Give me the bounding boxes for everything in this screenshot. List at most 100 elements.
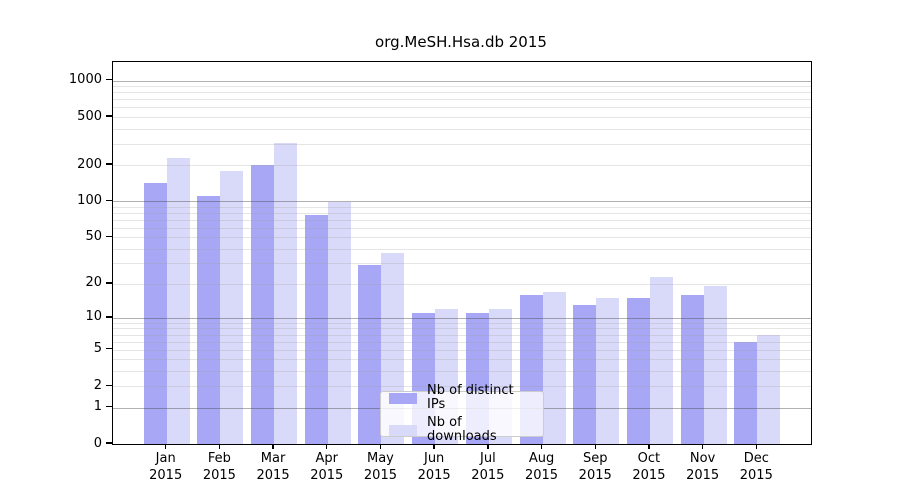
- major-gridline: [113, 201, 811, 203]
- minor-gridline: [113, 165, 811, 167]
- minor-gridline: [113, 328, 811, 330]
- x-tick-label-jul: Jul 2015: [471, 451, 505, 483]
- y-tick-mark: [106, 384, 112, 386]
- x-tick-label-aug: Aug 2015: [524, 451, 559, 483]
- legend-label-downloads: Nb of downloads: [427, 415, 497, 444]
- bar-distinct-ips-nov: [680, 295, 704, 444]
- bar-downloads-mar: [274, 143, 298, 444]
- bar-downloads-oct: [649, 276, 673, 444]
- bar-downloads-feb: [220, 171, 244, 444]
- x-tick-label-feb: Feb 2015: [202, 451, 236, 483]
- bar-distinct-ips-oct: [626, 298, 650, 444]
- x-tick-label-apr: Apr 2015: [310, 451, 344, 483]
- legend-entry-distinct-ips: Nb of distinct IPs: [389, 384, 535, 412]
- minor-gridline: [113, 219, 811, 221]
- x-tick-mark: [594, 444, 596, 449]
- x-tick-label-jun: Jun 2015: [417, 451, 451, 483]
- minor-gridline: [113, 334, 811, 336]
- minor-gridline: [113, 206, 811, 208]
- minor-gridline: [113, 386, 811, 388]
- y-tick-mark: [106, 348, 112, 350]
- minor-gridline: [113, 212, 811, 214]
- minor-gridline: [113, 227, 811, 229]
- bar-downloads-sep: [596, 298, 620, 444]
- minor-gridline: [113, 349, 811, 351]
- y-tick-label: 20: [85, 275, 102, 291]
- legend-entry-downloads: Nb of downloads: [389, 416, 535, 444]
- y-tick-label: 100: [77, 192, 102, 208]
- minor-gridline: [113, 248, 811, 250]
- y-tick-mark: [106, 442, 112, 444]
- x-tick-mark: [648, 444, 650, 449]
- x-tick-mark: [487, 444, 489, 449]
- y-tick-mark: [106, 235, 112, 237]
- minor-gridline: [113, 359, 811, 361]
- x-tick-label-may: May 2015: [363, 451, 397, 483]
- y-tick-label: 1000: [68, 72, 102, 88]
- minor-gridline: [113, 128, 811, 130]
- major-gridline: [113, 80, 811, 82]
- minor-gridline: [113, 237, 811, 239]
- bar-distinct-ips-sep: [573, 305, 597, 444]
- x-tick-mark: [540, 444, 543, 449]
- y-tick-label: 2: [93, 377, 102, 393]
- y-tick-mark: [106, 405, 112, 408]
- bar-distinct-ips-feb: [197, 196, 221, 444]
- y-tick-mark: [106, 282, 112, 284]
- legend: Nb of distinct IPs Nb of downloads: [380, 384, 544, 444]
- y-tick-mark: [106, 163, 112, 165]
- y-tick-mark: [106, 115, 112, 117]
- minor-gridline: [113, 371, 811, 373]
- x-tick-mark: [755, 444, 757, 449]
- plot-area: [112, 61, 812, 445]
- x-tick-mark: [164, 444, 167, 449]
- minor-gridline: [113, 99, 811, 101]
- bar-downloads-dec: [757, 334, 781, 444]
- y-tick-label: 50: [85, 228, 102, 244]
- x-tick-mark: [272, 444, 274, 449]
- x-tick-mark: [433, 444, 435, 449]
- y-tick-label: 500: [77, 108, 102, 124]
- y-tick-label: 0: [93, 435, 102, 451]
- chart-title: org.MeSH.Hsa.db 2015: [375, 33, 547, 51]
- y-tick-label: 5: [93, 341, 102, 357]
- x-tick-label-sep: Sep 2015: [578, 451, 612, 483]
- y-tick-label: 10: [85, 309, 102, 325]
- y-tick-mark: [106, 78, 112, 81]
- major-gridline: [113, 317, 811, 319]
- bar-distinct-ips-jan: [143, 183, 167, 444]
- x-tick-label-mar: Mar 2015: [256, 451, 290, 483]
- minor-gridline: [113, 86, 811, 88]
- minor-gridline: [113, 283, 811, 285]
- bar-downloads-jan: [166, 158, 190, 444]
- x-tick-label-dec: Dec 2015: [739, 451, 773, 483]
- minor-gridline: [113, 322, 811, 324]
- bar-distinct-ips-apr: [304, 214, 328, 444]
- minor-gridline: [113, 143, 811, 145]
- x-tick-mark: [218, 444, 221, 449]
- minor-gridline: [113, 263, 811, 265]
- x-tick-label-oct: Oct 2015: [632, 451, 666, 483]
- y-tick-label: 200: [77, 156, 102, 172]
- y-tick-mark: [106, 199, 112, 201]
- x-tick-mark: [379, 444, 382, 449]
- x-tick-label-jan: Jan 2015: [149, 451, 183, 483]
- minor-gridline: [113, 92, 811, 94]
- x-tick-mark: [701, 444, 704, 449]
- bar-downloads-aug: [542, 292, 566, 444]
- x-tick-label-nov: Nov 2015: [686, 451, 720, 483]
- x-tick-mark: [326, 444, 328, 449]
- bar-distinct-ips-may: [358, 265, 382, 444]
- bar-distinct-ips-dec: [734, 341, 758, 444]
- y-tick-mark: [106, 316, 112, 318]
- bar-downloads-nov: [703, 286, 727, 444]
- minor-gridline: [113, 107, 811, 109]
- legend-label-distinct-ips: Nb of distinct IPs: [427, 383, 514, 412]
- bar-downloads-apr: [327, 202, 351, 444]
- bar-distinct-ips-mar: [251, 165, 275, 444]
- distinct-ips-swatch: [389, 392, 417, 404]
- minor-gridline: [113, 117, 811, 119]
- y-tick-label: 1: [93, 399, 102, 415]
- downloads-swatch: [389, 424, 417, 436]
